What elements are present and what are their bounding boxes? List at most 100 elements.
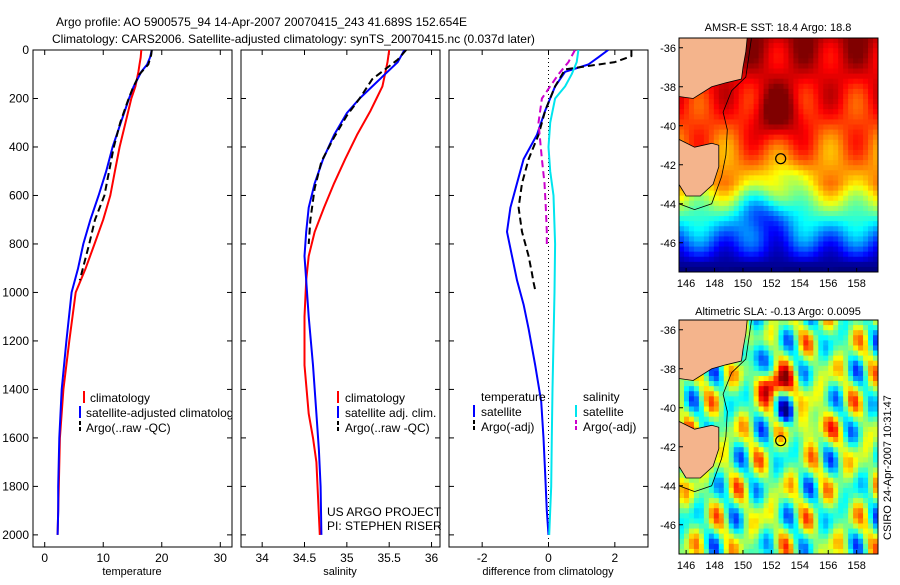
map-cell (798, 205, 804, 212)
map-cell (733, 210, 740, 217)
map-cell (768, 205, 775, 212)
map-cell (793, 543, 799, 550)
legend-label-satellite: satellite-adjusted climatology (86, 406, 239, 420)
map-cell (758, 386, 765, 392)
map-cell (838, 320, 844, 326)
map-cell (723, 266, 730, 272)
map-cell (848, 109, 854, 115)
map-cell (738, 185, 745, 192)
map-cell (698, 139, 705, 146)
map-cell (788, 350, 795, 357)
map-cell (768, 63, 775, 70)
map-y-tick-label: -44 (660, 481, 676, 493)
map-cell (838, 185, 844, 192)
map-cell (803, 472, 809, 479)
map-cell (723, 381, 730, 387)
map-cell (708, 508, 715, 514)
map-cell (763, 437, 770, 443)
map-cell (793, 68, 799, 75)
map-cell (743, 498, 750, 504)
map-cell (773, 482, 780, 489)
temperature-legend: climatology satellite-adjusted climatolo… (79, 391, 239, 435)
temperature-y-tick-label: 1000 (2, 285, 29, 299)
map-cell (848, 195, 854, 202)
map-cell (778, 139, 785, 146)
map-cell (753, 543, 760, 550)
map-cell (738, 411, 745, 418)
map-cell (748, 431, 755, 438)
map-cell (858, 548, 864, 554)
map-cell (843, 467, 849, 474)
map-cell (808, 406, 814, 413)
map-cell (798, 129, 804, 136)
map-cell (798, 38, 804, 44)
map-cell (823, 355, 829, 362)
map-cell (753, 523, 760, 530)
map-cell (713, 467, 720, 474)
map-cell (858, 426, 864, 433)
map-cell (798, 543, 804, 550)
map-cell (753, 155, 760, 161)
map-cell (798, 340, 804, 347)
map-cell (743, 109, 750, 115)
map-cell (788, 416, 795, 423)
map-cell (833, 492, 839, 499)
map-cell (813, 48, 819, 54)
map-cell (713, 411, 720, 418)
map-cell (818, 508, 824, 514)
map-cell (768, 452, 775, 458)
map-cell (828, 462, 834, 469)
map-cell (838, 165, 844, 171)
map-cell (698, 261, 705, 268)
map-cell (808, 533, 814, 540)
map-cell (803, 437, 809, 443)
map-cell (798, 266, 804, 272)
map-cell (808, 124, 814, 131)
map-cell (738, 518, 745, 525)
map-cell (698, 518, 705, 525)
map-cell (818, 370, 824, 377)
map-cell (723, 170, 730, 176)
map-cell (813, 523, 819, 530)
map-cell (823, 543, 829, 550)
map-cell (683, 396, 690, 402)
map-cell (718, 401, 725, 408)
map-cell (773, 477, 780, 484)
map-cell (863, 462, 869, 469)
map-cell (803, 498, 809, 504)
map-cell (798, 149, 804, 156)
map-cell (868, 185, 874, 192)
map-cell (688, 396, 695, 402)
map-cell (873, 185, 878, 192)
map-cell (768, 416, 775, 423)
map-cell (748, 180, 755, 187)
map-cell (773, 370, 780, 377)
map-cell (688, 416, 695, 423)
map-cell (743, 528, 750, 535)
map-cell (748, 503, 755, 509)
map-cell (838, 58, 844, 65)
map-cell (703, 411, 710, 418)
map-cell (858, 195, 864, 202)
map-cell (863, 421, 869, 428)
map-cell (679, 386, 685, 392)
map-cell (848, 421, 854, 428)
map-cell (803, 482, 809, 489)
map-cell (843, 175, 849, 182)
map-cell (848, 175, 854, 182)
difference-x-ticks: -2 0 2 (477, 50, 618, 565)
map-cell (703, 109, 710, 115)
map-cell (753, 190, 760, 197)
map-cell (768, 437, 775, 443)
map-cell (698, 226, 705, 232)
map-cell (813, 175, 819, 182)
map-cell (748, 335, 755, 341)
map-cell (808, 355, 814, 362)
map-cell (758, 124, 765, 131)
map-cell (793, 139, 799, 146)
map-cell (753, 38, 760, 44)
map-cell (698, 195, 705, 202)
map-cell (748, 160, 755, 166)
map-cell (708, 533, 715, 540)
map-cell (763, 185, 770, 192)
